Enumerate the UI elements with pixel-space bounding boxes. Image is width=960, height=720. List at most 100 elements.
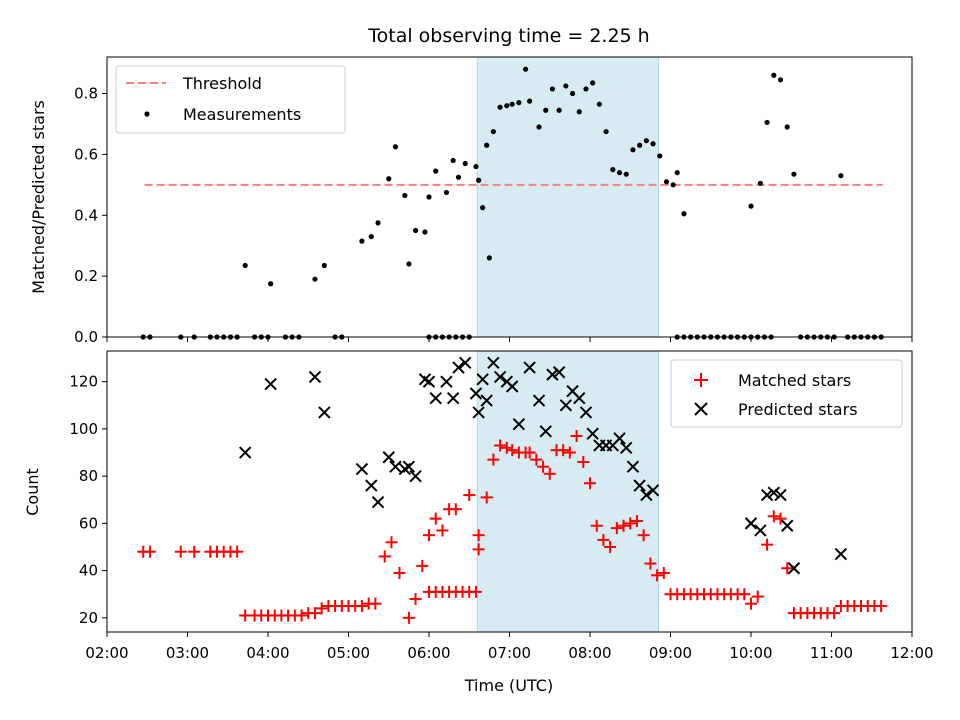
matched-point-96 — [781, 562, 794, 575]
top-ytick-label-4: 0.8 — [74, 85, 98, 103]
predicted-point-53 — [787, 562, 801, 575]
measurement-point-46 — [476, 177, 482, 183]
predicted-point-33 — [559, 399, 573, 412]
measurement-point-27 — [406, 261, 412, 267]
matched-point-49 — [469, 585, 482, 598]
matched-point-110 — [875, 600, 888, 613]
xtick-label-9: 11:00 — [810, 644, 853, 662]
measurement-point-63 — [590, 80, 596, 86]
predicted-point-15 — [440, 375, 453, 388]
predicted-point-4 — [355, 462, 369, 476]
measurement-point-66 — [610, 167, 616, 173]
predicted-point-26 — [505, 380, 519, 393]
measurement-point-55 — [536, 124, 542, 130]
bottom-legend: Matched stars Predicted stars — [670, 359, 903, 428]
measurement-point-28 — [412, 227, 419, 234]
measurement-point-65 — [603, 128, 609, 135]
matched-point-19 — [308, 607, 321, 620]
measurement-point-29 — [422, 229, 428, 235]
top-x-ticks — [106, 337, 913, 342]
predicted-point-6 — [371, 495, 385, 509]
measurement-point-17 — [312, 276, 318, 282]
measurement-point-56 — [543, 107, 549, 113]
predicted-point-19 — [469, 387, 483, 400]
xtick-label-7: 09:00 — [649, 644, 692, 662]
measurement-point-22 — [368, 233, 374, 240]
top-panel: Total observing time = 2.25 h 0.00.20.40… — [29, 25, 913, 346]
measurement-point-98 — [784, 124, 790, 130]
matched-point-55 — [506, 444, 519, 457]
predicted-point-24 — [493, 370, 507, 384]
xtick-label-0: 02:00 — [85, 644, 128, 662]
predicted-point-47 — [744, 517, 758, 530]
xtick-label-2: 04:00 — [246, 644, 289, 662]
measurement-points — [140, 66, 884, 340]
measurement-point-35 — [462, 160, 468, 167]
measurement-point-52 — [516, 100, 522, 106]
top-ytick-label-1: 0.2 — [74, 267, 98, 285]
bottom-ytick-label-0: 20 — [79, 609, 98, 627]
predicted-point-21 — [472, 406, 485, 419]
matched-point-70 — [604, 540, 617, 553]
bottom-legend-box — [670, 359, 903, 428]
predicted-star-points — [238, 356, 848, 575]
top-ytick-label-0: 0.0 — [74, 328, 98, 346]
measurement-point-75 — [670, 182, 676, 188]
xtick-label-6: 08:00 — [568, 644, 611, 662]
xtick-label-3: 05:00 — [327, 644, 370, 662]
matched-point-71 — [610, 522, 623, 535]
matched-point-31 — [393, 566, 406, 579]
legend-predicted-label: Predicted stars — [738, 400, 858, 419]
predicted-point-37 — [586, 427, 599, 440]
bottom-x-ticks: 02:00 03:00 04:00 05:00 06:00 07:00 08:00 09:00… — [85, 632, 934, 662]
matched-point-28 — [369, 597, 382, 610]
measurement-point-77 — [681, 211, 687, 217]
matched-point-1 — [143, 545, 156, 558]
measurement-point-31 — [433, 168, 439, 174]
matched-point-32 — [402, 611, 415, 624]
measurement-point-18 — [321, 262, 327, 269]
measurement-point-93 — [748, 203, 754, 209]
matched-point-74 — [630, 515, 643, 528]
bottom-panel: 20 40 60 80 100 120 02:00 03:00 04:00 05:00 06:00… — [23, 350, 934, 695]
measurement-point-70 — [637, 142, 643, 148]
predicted-point-2 — [308, 370, 322, 384]
predicted-point-43 — [626, 460, 640, 473]
predicted-point-5 — [365, 479, 378, 492]
measurement-point-21 — [359, 238, 365, 244]
predicted-point-0 — [238, 446, 252, 459]
predicted-point-44 — [633, 479, 646, 492]
measurement-point-32 — [443, 189, 450, 196]
measurement-point-64 — [596, 101, 602, 107]
predicted-point-7 — [382, 451, 395, 464]
measurement-point-51 — [509, 101, 515, 107]
measurement-point-37 — [480, 205, 486, 211]
measurement-point-24 — [386, 176, 392, 182]
measurement-point-62 — [583, 86, 589, 92]
predicted-point-28 — [523, 361, 536, 374]
bottom-ytick-label-4: 100 — [69, 420, 98, 438]
matched-point-35 — [423, 529, 435, 542]
matched-point-17 — [295, 609, 308, 622]
predicted-point-51 — [774, 488, 787, 502]
matched-point-52 — [487, 453, 500, 466]
matched-point-60 — [537, 460, 550, 473]
matched-point-68 — [590, 519, 603, 532]
measurement-point-23 — [375, 220, 381, 226]
top-ytick-label-3: 0.6 — [74, 145, 98, 163]
predicted-point-31 — [546, 368, 559, 381]
predicted-point-42 — [620, 441, 633, 455]
legend-measurements-swatch — [144, 111, 150, 117]
predicted-point-41 — [613, 432, 626, 445]
predicted-point-17 — [452, 361, 465, 374]
matched-point-36 — [429, 512, 442, 525]
predicted-point-52 — [781, 519, 794, 532]
bottom-ytick-label-3: 80 — [79, 467, 98, 485]
legend-matched-swatch — [694, 373, 708, 387]
measurement-point-25 — [392, 144, 399, 150]
matched-point-59 — [530, 453, 543, 466]
measurement-point-53 — [523, 66, 529, 72]
bottom-highlight-span — [476, 350, 659, 633]
x-axis-label: Time (UTC) — [464, 676, 553, 695]
